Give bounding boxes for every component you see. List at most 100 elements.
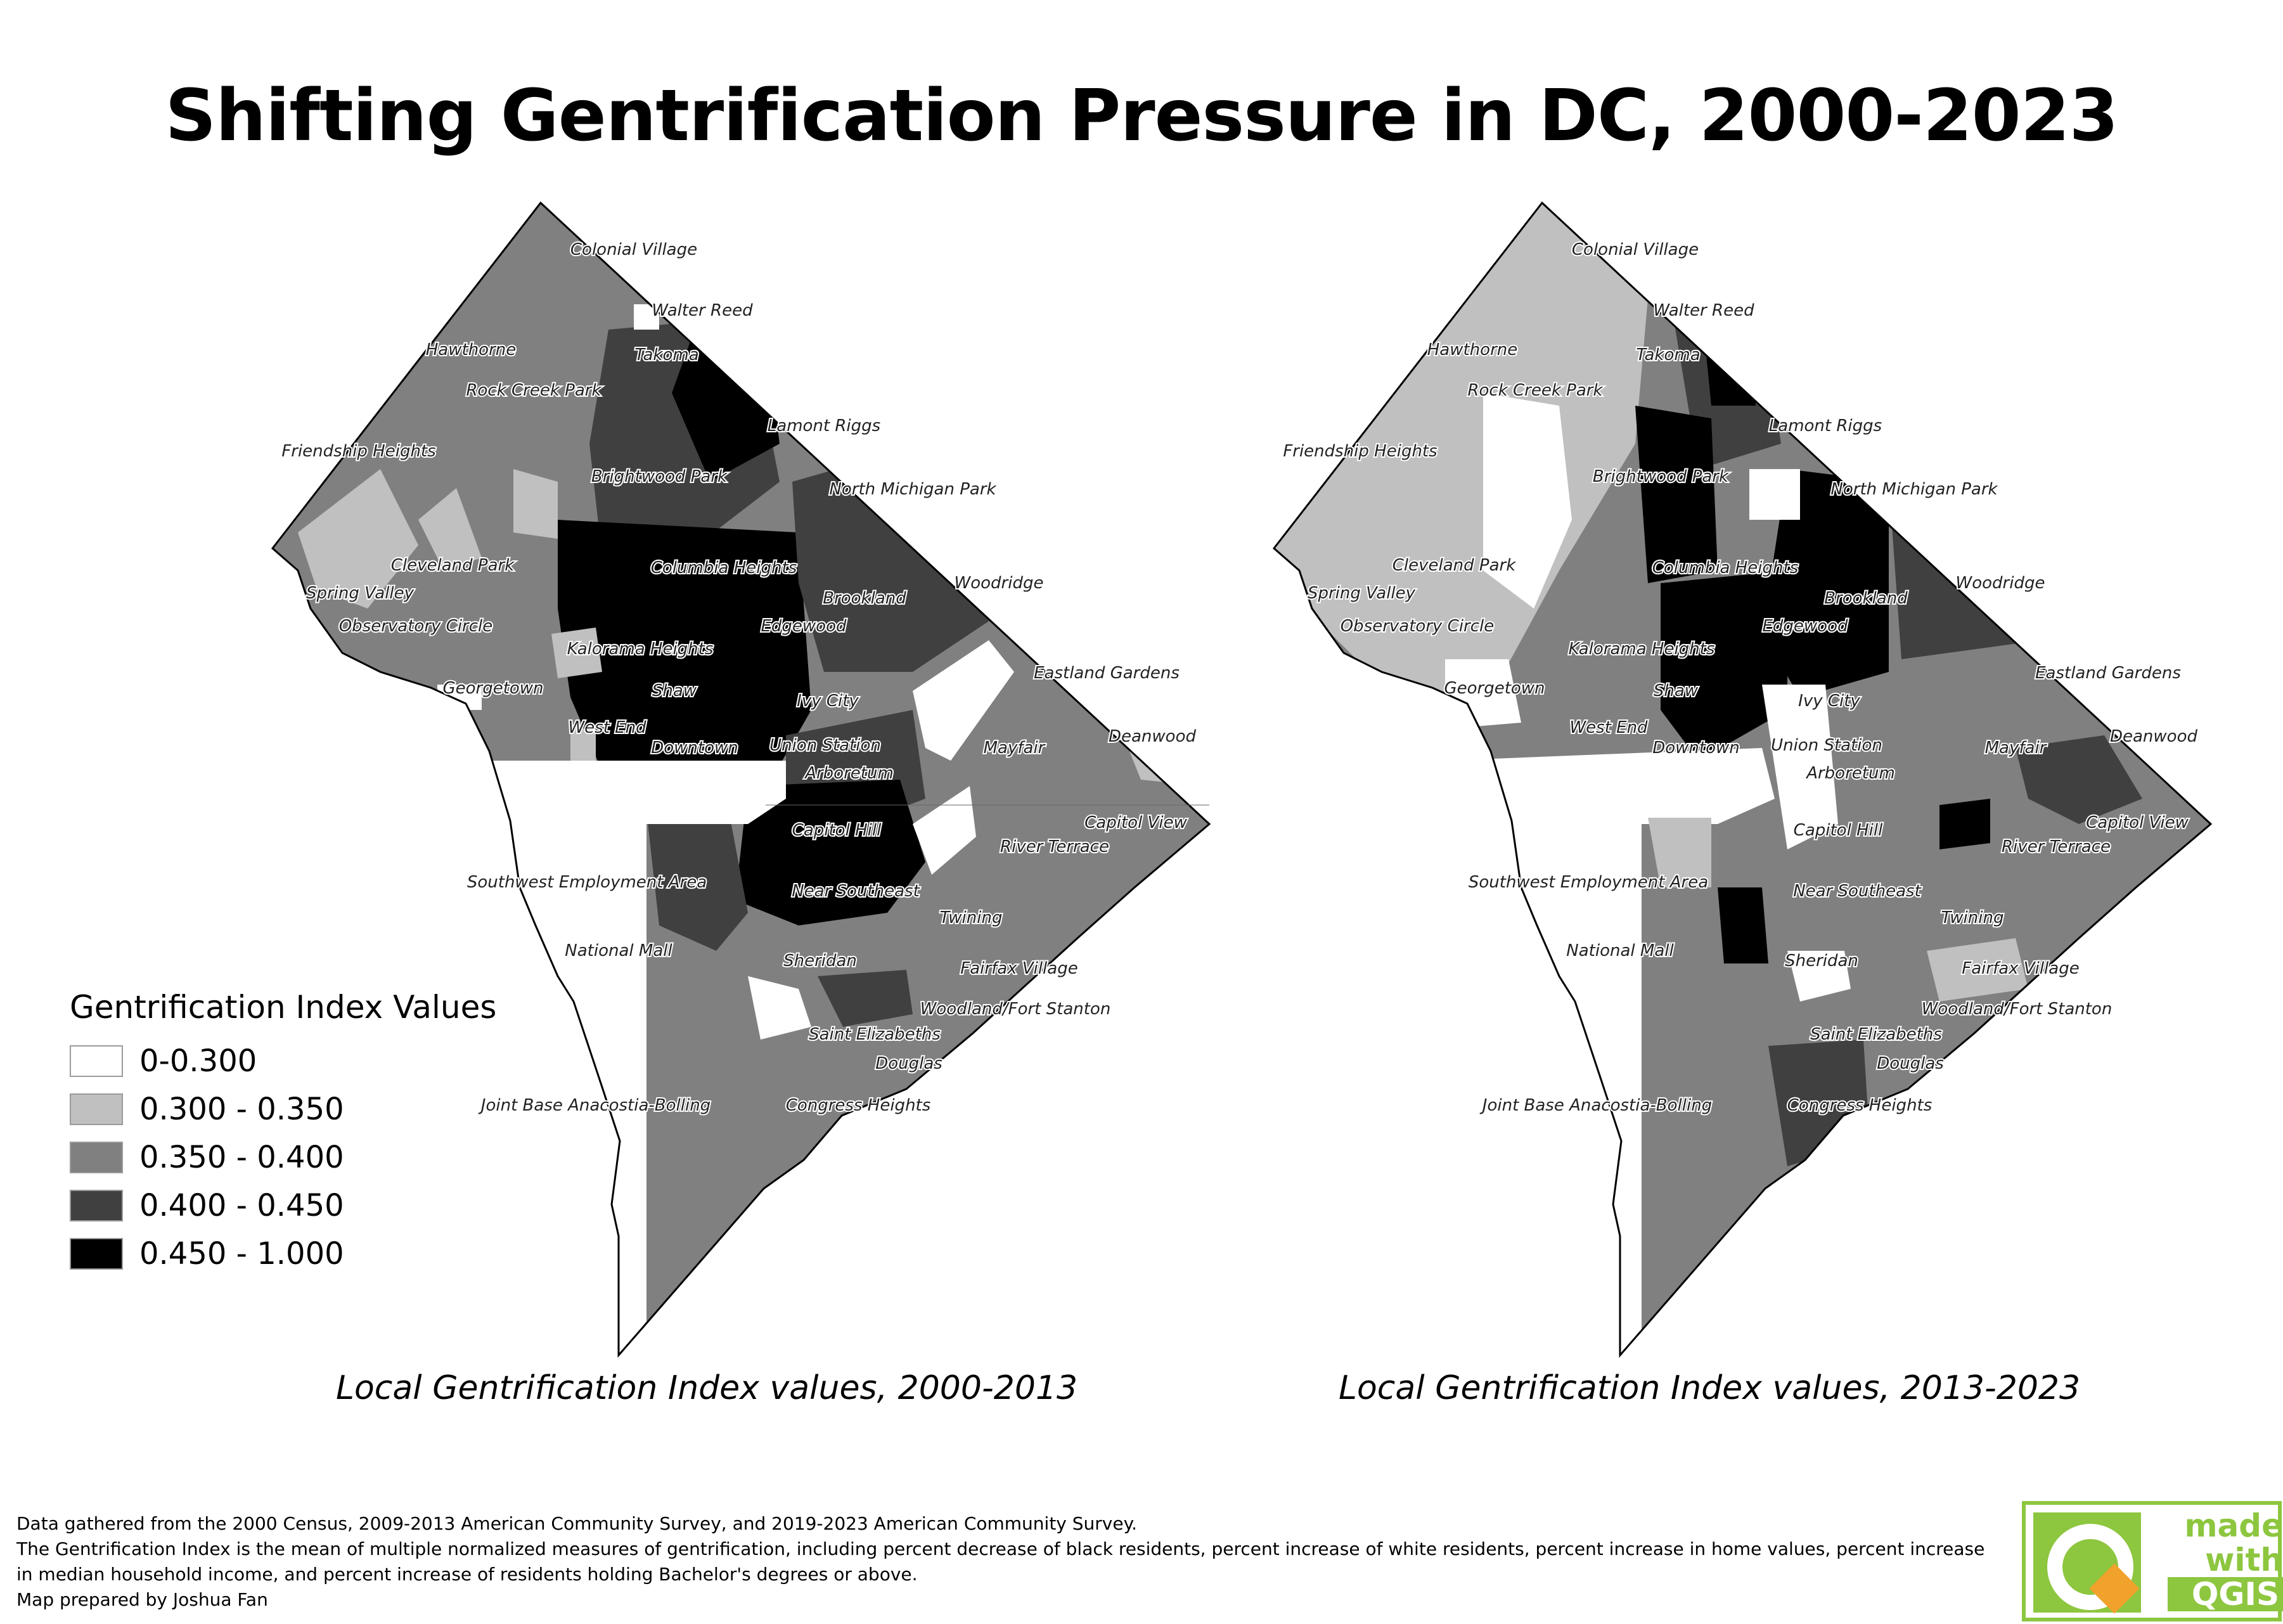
footnote: Data gathered from the 2000 Census, 2009… — [16, 1511, 2000, 1613]
neighborhood-label: River Terrace — [2002, 837, 2111, 856]
neighborhood-label: Brightwood Park — [1593, 467, 1729, 486]
badge-qgis: QGIS — [2168, 1577, 2283, 1611]
neighborhood-label: Mayfair — [984, 738, 1046, 757]
neighborhood-label: Arboretum — [804, 764, 894, 783]
neighborhood-label: Arboretum — [1805, 764, 1895, 783]
neighborhood-label: Walter Reed — [652, 301, 753, 320]
region-friendship — [298, 469, 418, 609]
legend-item: 0.450 - 1.000 — [70, 1230, 496, 1278]
neighborhood-label: Georgetown — [1444, 679, 1545, 698]
legend-item: 0.300 - 0.350 — [70, 1085, 496, 1133]
region-woodridge-dark — [1889, 482, 2041, 659]
region-river-terrace-black — [1939, 799, 1990, 849]
region-northwest-light — [1274, 203, 1648, 710]
region-capitolview-dark — [2016, 735, 2142, 824]
region-anacostia-white — [1762, 685, 1838, 849]
neighborhood-label: Union Station — [769, 736, 881, 755]
neighborhood-label: Twining — [1941, 908, 2004, 927]
neighborhood-label: Sheridan — [783, 951, 857, 970]
region-se-black — [1718, 887, 1768, 963]
neighborhood-label: Eastland Gardens — [2035, 664, 2181, 683]
neighborhood-label: Union Station — [1771, 736, 1882, 755]
neighborhood-label: Capitol Hill — [792, 821, 882, 840]
neighborhood-label: Downtown — [651, 738, 738, 757]
neighborhood-label: Deanwood — [2110, 727, 2198, 746]
neighborhood-label: Joint Base Anacostia-Bolling — [1479, 1096, 1712, 1115]
neighborhood-label: Edgewood — [761, 617, 847, 636]
neighborhood-label: Spring Valley — [306, 584, 415, 603]
region-brightwood-black — [1635, 406, 1718, 583]
neighborhood-label: Douglas — [875, 1054, 942, 1073]
neighborhood-label: Near Southeast — [1793, 882, 1921, 901]
neighborhood-label: Woodridge — [955, 574, 1044, 593]
neighborhood-label: Brookland — [823, 589, 906, 608]
neighborhood-label: Ivy City — [1798, 692, 1860, 711]
neighborhood-label: Takoma — [634, 345, 698, 364]
neighborhood-label: Kalorama Heights — [1569, 640, 1715, 659]
region-bolling-white — [748, 976, 811, 1040]
region-northeast-black — [1762, 469, 1889, 697]
region-northeast-dark — [792, 444, 989, 672]
region-rockcreek-white — [1483, 393, 1572, 609]
footnote-sources: Data gathered from the 2000 Census, 2009… — [16, 1513, 1138, 1534]
neighborhood-label: North Michigan Park — [1830, 480, 1998, 499]
neighborhood-label: Mayfair — [1985, 738, 2048, 757]
map-title: Shifting Gentrification Pressure in DC, … — [165, 75, 2118, 157]
neighborhood-label: Eastland Gardens — [1034, 664, 1180, 683]
region-kalorama2-light — [551, 628, 602, 678]
neighborhood-label: Spring Valley — [1308, 584, 1416, 603]
neighborhood-label: Twining — [940, 908, 1003, 927]
neighborhood-label: Colonial Village — [1572, 240, 1699, 259]
neighborhood-label: Ivy City — [797, 692, 859, 711]
region-michigan-white — [1749, 469, 1800, 520]
region-central-black — [1661, 570, 1787, 761]
legend-title: Gentrification Index Values — [70, 989, 497, 1026]
neighborhood-label: Lamont Riggs — [1769, 416, 1882, 435]
region-sw-light — [1648, 818, 1711, 887]
neighborhood-label: Fairfax Village — [1962, 959, 2079, 978]
neighborhood-label: Edgewood — [1762, 617, 1848, 636]
map-caption-2000-2013: Local Gentrification Index values, 2000-… — [336, 1369, 1078, 1407]
neighborhood-label: Douglas — [1877, 1054, 1944, 1073]
neighborhood-label: Friendship Heights — [281, 442, 435, 461]
neighborhood-label: Colonial Village — [570, 240, 697, 259]
region-park-white — [913, 786, 976, 875]
region-fairfax-light — [1927, 938, 2028, 1002]
neighborhood-label: Congress Heights — [786, 1096, 931, 1115]
neighborhood-label: Near Southeast — [792, 882, 920, 901]
badge-with: with — [2205, 1542, 2283, 1578]
neighborhood-label: Hawthorne — [426, 340, 517, 359]
neighborhood-label: Fairfax Village — [960, 959, 1077, 978]
neighborhood-label: Woodland/Fort Stanton — [920, 1000, 1111, 1019]
neighborhood-label: Joint Base Anacostia-Bolling — [478, 1096, 711, 1115]
region-bolling-white — [1787, 951, 1851, 1002]
neighborhood-label: Woodland/Fort Stanton — [1922, 1000, 2113, 1019]
footnote-index-definition: The Gentrification Index is the mean of … — [16, 1538, 1985, 1585]
neighborhood-label: North Michigan Park — [829, 480, 996, 499]
neighborhood-label: National Mall — [565, 941, 672, 960]
neighborhood-label: Southwest Employment Area — [467, 873, 707, 892]
legend-item: 0.400 - 0.450 — [70, 1182, 496, 1230]
legend: Gentrification Index Values 0-0.300 0.30… — [70, 989, 496, 1278]
region-central-core — [558, 520, 811, 824]
neighborhood-label: National Mall — [1566, 941, 1674, 960]
neighborhood-label: Columbia Heights — [1652, 558, 1799, 577]
legend-label: 0.350 - 0.400 — [139, 1140, 344, 1175]
neighborhood-label: Capitol View — [1084, 813, 1187, 832]
legend-swatch — [70, 1093, 123, 1125]
footnote-credit: Map prepared by Joshua Fan — [16, 1589, 268, 1610]
map-caption-2013-2023: Local Gentrification Index values, 2013-… — [1339, 1369, 2081, 1407]
neighborhood-label: Observatory Circle — [1341, 617, 1495, 636]
neighborhood-label: Deanwood — [1109, 727, 1197, 746]
neighborhood-label: Columbia Heights — [651, 558, 797, 577]
neighborhood-label: Rock Creek Park — [466, 381, 601, 400]
neighborhood-label: Rock Creek Park — [1467, 381, 1603, 400]
region-walter-reed-white — [634, 304, 659, 330]
legend-label: 0.300 - 0.350 — [139, 1092, 344, 1127]
labels-map-1: Colonial Village Walter Reed Hawthorne T… — [280, 239, 1197, 1116]
neighborhood-label: Lamont Riggs — [768, 416, 880, 435]
neighborhood-label: Capitol Hill — [1794, 821, 1883, 840]
neighborhood-label: Takoma — [1636, 345, 1700, 364]
neighborhood-label: West End — [1569, 718, 1648, 737]
